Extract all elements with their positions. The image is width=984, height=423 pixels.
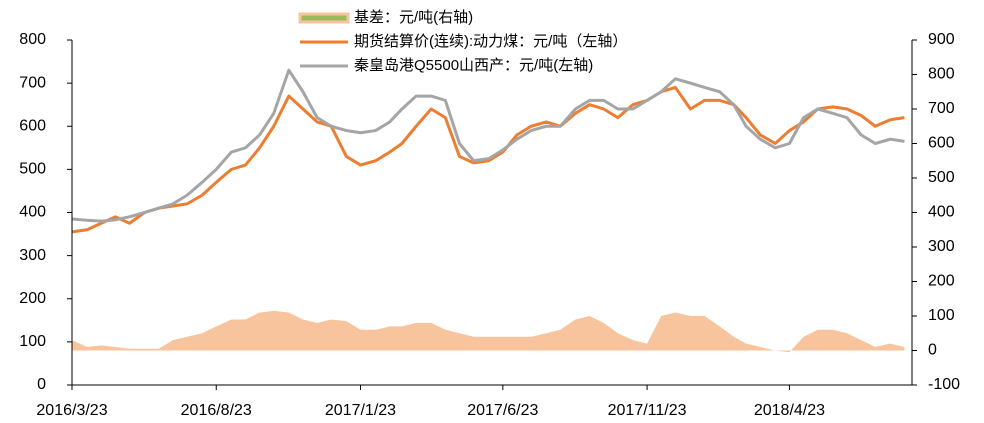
y-tick-label: 100 — [19, 333, 46, 350]
series-line — [71, 68, 905, 223]
basis-area — [72, 310, 905, 353]
x-tick-label: 2017/11/23 — [608, 402, 687, 419]
y2-tick-label: 800 — [928, 66, 955, 83]
y2-tick-label: 700 — [928, 100, 955, 117]
x-tick-label: 2016/8/23 — [181, 402, 252, 419]
y-tick-label: 200 — [19, 290, 46, 307]
legend-swatch — [298, 12, 350, 24]
legend-label: 期货结算价(连续):动力煤：元/吨（左轴） — [354, 32, 627, 50]
y-tick-label: 0 — [37, 376, 46, 393]
y-tick-label: 800 — [19, 31, 46, 48]
y2-tick-label: -100 — [928, 376, 960, 393]
series-line — [71, 85, 905, 234]
y2-tick-label: 600 — [928, 135, 955, 152]
x-tick-label: 2017/6/23 — [467, 402, 538, 419]
y2-tick-label: 200 — [928, 273, 955, 290]
y-tick-label: 300 — [19, 247, 46, 264]
y2-tick-label: 900 — [928, 31, 955, 48]
y-tick-label: 500 — [19, 161, 46, 178]
y-tick-label: 400 — [19, 204, 46, 221]
y2-tick-label: 400 — [928, 204, 955, 221]
y2-tick-label: 500 — [928, 169, 955, 186]
x-tick-label: 2016/3/23 — [36, 402, 107, 419]
x-tick-label: 2018/4/23 — [754, 402, 825, 419]
x-tick-label: 2017/1/23 — [325, 402, 396, 419]
legend-label: 基差：元/吨(右轴) — [354, 9, 473, 26]
y-tick-label: 700 — [19, 74, 46, 91]
legend-label: 秦皇岛港Q5500山西产：元/吨(左轴) — [354, 57, 593, 74]
y-tick-label: 600 — [19, 117, 46, 134]
y2-tick-label: 300 — [928, 238, 955, 255]
y2-tick-label: 0 — [928, 342, 937, 359]
y2-tick-label: 100 — [928, 307, 955, 324]
